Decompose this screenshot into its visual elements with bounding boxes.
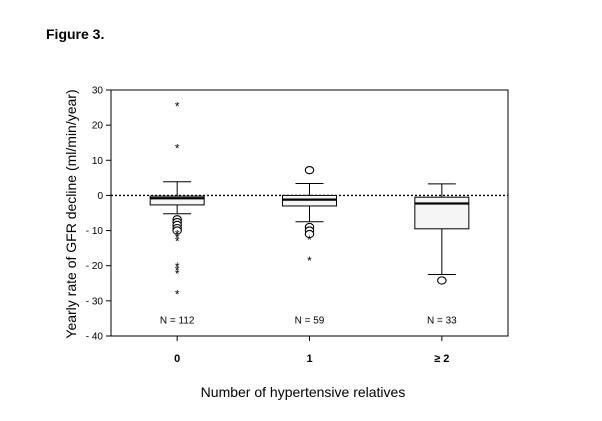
outlier-star: * [175, 267, 180, 281]
boxes: *********** [149, 99, 470, 301]
y-tick-label: 10 [92, 156, 104, 167]
figure-label: Figure 3. [46, 26, 105, 42]
y-tick-label: - 20 [86, 261, 104, 272]
y-tick-label: 30 [92, 86, 104, 97]
outlier-star: * [175, 228, 180, 242]
outlier-circle [304, 165, 315, 175]
y-tick-label: - 40 [86, 332, 104, 343]
y-tick-label: 20 [92, 121, 104, 132]
x-category-label: 1 [306, 353, 312, 365]
n-count-label: N = 33 [427, 316, 457, 327]
outlier-star: * [175, 99, 180, 113]
box-group [414, 183, 470, 285]
outlier-circle [172, 226, 182, 235]
outlier-circle [304, 229, 315, 239]
labels: 30 20 10 0 - 10 - 20 - 30 - 40 0 1 ≥ 2 N = 112 N = 5… [86, 86, 457, 366]
axes [106, 89, 509, 341]
x-category-label: ≥ 2 [434, 353, 449, 365]
y-tick-label: - 10 [86, 226, 104, 237]
outlier-star: * [175, 287, 180, 301]
iqr-box [149, 195, 205, 206]
box-group: ** [282, 165, 337, 268]
x-axis-title: Number of hypertensive relatives [201, 384, 406, 400]
n-count-label: N = 59 [295, 316, 325, 327]
y-tick-label: 0 [97, 191, 103, 202]
outlier-star: * [175, 263, 180, 277]
outlier-star: * [175, 231, 180, 245]
iqr-box [414, 196, 470, 230]
outlier-circle [437, 276, 447, 285]
outlier-star: * [175, 141, 180, 155]
y-tick-label: - 30 [86, 296, 104, 307]
y-axis-title: Yearly rate of GFR decline (ml/min/year) [63, 89, 79, 338]
x-category-label: 0 [174, 353, 180, 365]
outlier-star: * [175, 235, 180, 249]
outlier-star: * [175, 260, 180, 274]
n-count-label: N = 112 [160, 316, 195, 327]
outlier-star: * [307, 254, 312, 268]
box-group: ********* [149, 99, 205, 301]
outlier-star: * [307, 233, 312, 247]
